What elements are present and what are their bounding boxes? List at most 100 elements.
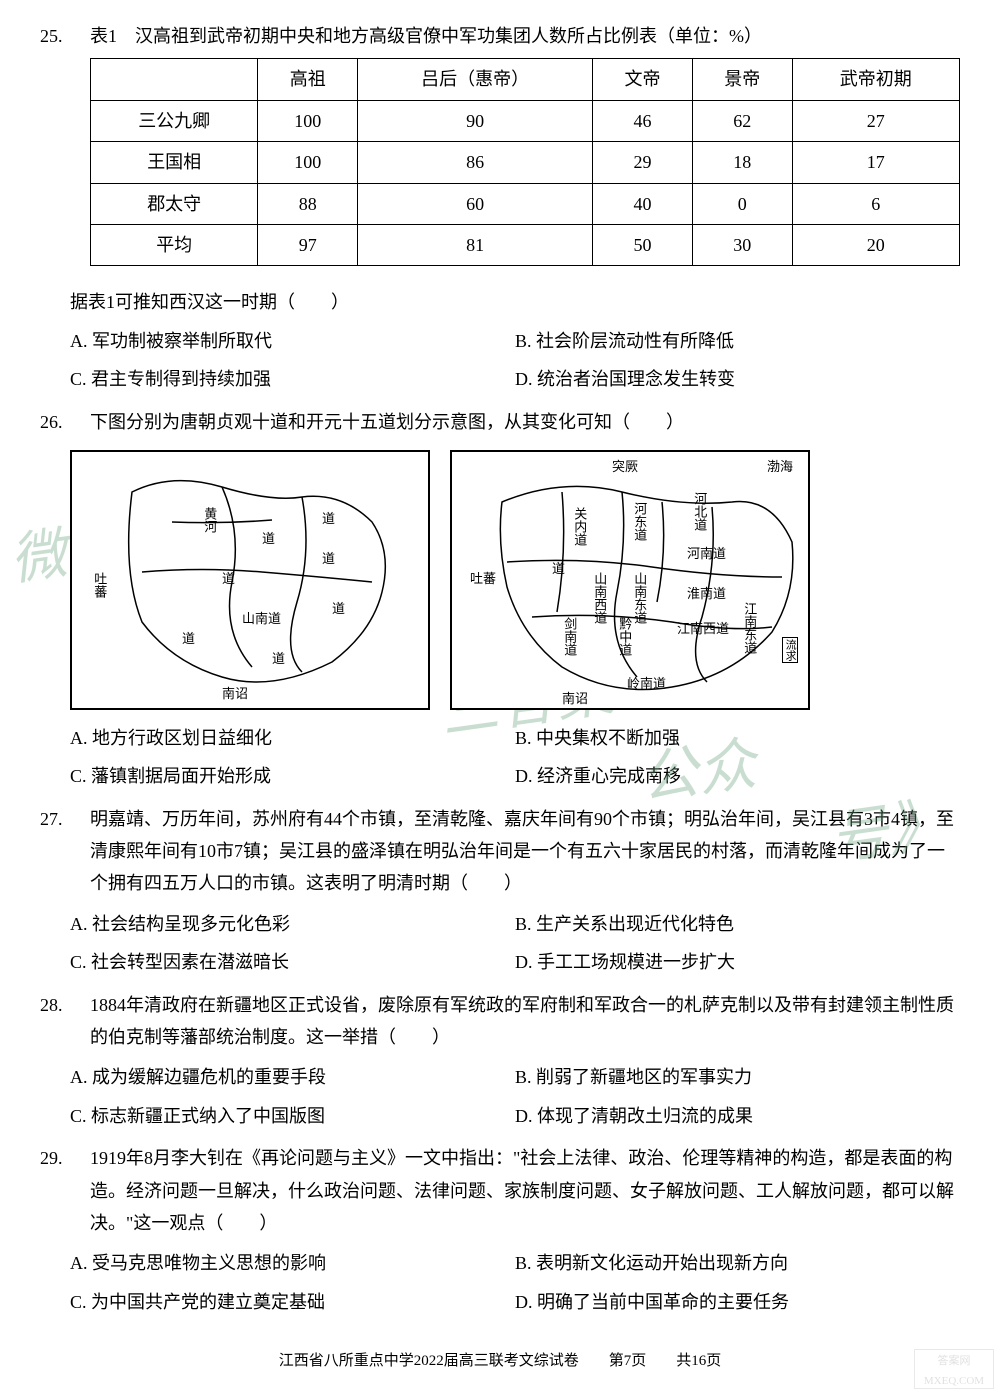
table-cell: 100: [258, 100, 358, 141]
question-stem: 1884年清政府在新疆地区正式设省，废除原有军统政的军府制和军政合一的札萨克制以…: [90, 989, 960, 1054]
option-d: D. 统治者治国理念发生转变: [515, 363, 960, 395]
question-stem: 据表1可推知西汉这一时期（ ）: [70, 286, 960, 318]
table-cell: 王国相: [91, 142, 258, 183]
table-row: 平均 97 81 50 30 20: [91, 224, 960, 265]
table-cell: 17: [792, 142, 959, 183]
option-c: C. 社会转型因素在潜滋暗长: [70, 946, 515, 978]
map-label: 山南西道: [592, 572, 606, 624]
table-cell: 三公九卿: [91, 100, 258, 141]
option-b: B. 中央集权不断加强: [515, 722, 960, 754]
option-c: C. 为中国共产党的建立奠定基础: [70, 1286, 515, 1318]
table-cell: 29: [593, 142, 693, 183]
map-label: 南诏: [562, 692, 588, 706]
option-d: D. 明确了当前中国革命的主要任务: [515, 1286, 960, 1318]
map-zhenguan: 吐蕃 黄河 道 道 山南道 道 道 道 南诏 道 道: [70, 450, 430, 710]
table-cell: 88: [258, 183, 358, 224]
question-stem: 明嘉靖、万历年间，苏州府有44个市镇，至清乾隆、嘉庆年间有90个市镇；明弘治年间…: [90, 803, 960, 900]
table-row: 高祖 吕后（惠帝） 文帝 景帝 武帝初期: [91, 59, 960, 100]
option-a: A. 成为缓解边疆危机的重要手段: [70, 1061, 515, 1093]
table-cell: 81: [358, 224, 593, 265]
option-c: C. 君主专制得到持续加强: [70, 363, 515, 395]
map-label: 黔中道: [617, 617, 631, 656]
table-cell: 40: [593, 183, 693, 224]
table-cell: 50: [593, 224, 693, 265]
map-kaiyuan: 突厥 河北道 关内道 河东道 道 河南道 山南东道 山南西道 淮南道 剑南道 黔…: [450, 450, 810, 710]
map-label: 江南东道: [742, 602, 756, 654]
question-number: 26.: [40, 406, 90, 438]
map-label: 河北道: [692, 492, 706, 531]
table-cell: 18: [692, 142, 792, 183]
table-cell: 62: [692, 100, 792, 141]
option-b: B. 生产关系出现近代化特色: [515, 908, 960, 940]
map-label: 渤海: [767, 460, 793, 474]
question-number: 29.: [40, 1142, 90, 1239]
table-cell: 30: [692, 224, 792, 265]
table-row: 三公九卿 100 90 46 62 27: [91, 100, 960, 141]
map-label: 道: [222, 572, 235, 586]
table-header: 高祖: [258, 59, 358, 100]
table-header: 武帝初期: [792, 59, 959, 100]
map-label: 突厥: [612, 460, 638, 474]
option-b: B. 表明新文化运动开始出现新方向: [515, 1247, 960, 1279]
map-label: 山南东道: [632, 572, 646, 624]
table-cell: 平均: [91, 224, 258, 265]
question-number: 25.: [40, 20, 90, 278]
question-28: 28. 1884年清政府在新疆地区正式设省，废除原有军统政的军府制和军政合一的札…: [40, 989, 960, 1054]
map-label: 流求: [782, 637, 798, 663]
map-label: 道: [332, 602, 345, 616]
page-footer: 江西省八所重点中学2022届高三联考文综试卷 第7页 共16页: [40, 1348, 960, 1375]
option-b: B. 社会阶层流动性有所降低: [515, 325, 960, 357]
map-label: 道: [322, 552, 335, 566]
map-label: 山南道: [242, 612, 281, 626]
question-stem: 下图分别为唐朝贞观十道和开元十五道划分示意图，从其变化可知（ ）: [90, 406, 960, 438]
map-label: 河南道: [687, 547, 726, 561]
map-label: 江南西道: [677, 622, 729, 636]
option-a: A. 军功制被察举制所取代: [70, 325, 515, 357]
table-cell: 20: [792, 224, 959, 265]
table-header: [91, 59, 258, 100]
question-27: 27. 明嘉靖、万历年间，苏州府有44个市镇，至清乾隆、嘉庆年间有90个市镇；明…: [40, 803, 960, 900]
map-label: 道: [262, 532, 275, 546]
option-b: B. 削弱了新疆地区的军事实力: [515, 1061, 960, 1093]
table-header: 景帝: [692, 59, 792, 100]
option-c: C. 藩镇割据局面开始形成: [70, 760, 515, 792]
map-label: 河东道: [632, 502, 646, 541]
map-label: 吐蕃: [92, 572, 106, 598]
map-label: 关内道: [572, 507, 586, 546]
table-cell: 0: [692, 183, 792, 224]
question-number: 28.: [40, 989, 90, 1054]
table-title: 表1 汉高祖到武帝初期中央和地方高级官僚中军功集团人数所占比例表（单位：%）: [90, 20, 960, 52]
table-cell: 郡太守: [91, 183, 258, 224]
question-stem: 1919年8月李大钊在《再论问题与主义》一文中指出："社会上法律、政治、伦理等精…: [90, 1142, 960, 1239]
map-label: 道: [182, 632, 195, 646]
option-c: C. 标志新疆正式纳入了中国版图: [70, 1100, 515, 1132]
map-label: 黄河: [202, 507, 216, 533]
table-header: 吕后（惠帝）: [358, 59, 593, 100]
question-number: 27.: [40, 803, 90, 900]
option-a: A. 地方行政区划日益细化: [70, 722, 515, 754]
table-row: 郡太守 88 60 40 0 6: [91, 183, 960, 224]
option-d: D. 经济重心完成南移: [515, 760, 960, 792]
table-cell: 90: [358, 100, 593, 141]
option-d: D. 体现了清朝改土归流的成果: [515, 1100, 960, 1132]
question-29: 29. 1919年8月李大钊在《再论问题与主义》一文中指出："社会上法律、政治、…: [40, 1142, 960, 1239]
option-a: A. 社会结构呈现多元化色彩: [70, 908, 515, 940]
table-cell: 97: [258, 224, 358, 265]
map-label: 道: [272, 652, 285, 666]
map-label: 淮南道: [687, 587, 726, 601]
map-label: 道: [552, 562, 565, 576]
table-cell: 6: [792, 183, 959, 224]
map-label: 剑南道: [562, 617, 576, 656]
corner-watermark: 答案网 MXEQ.COM: [914, 1349, 994, 1389]
table-cell: 27: [792, 100, 959, 141]
option-d: D. 手工工场规模进一步扩大: [515, 946, 960, 978]
table-cell: 46: [593, 100, 693, 141]
table-cell: 86: [358, 142, 593, 183]
table-cell: 100: [258, 142, 358, 183]
map-label: 吐蕃: [470, 572, 496, 586]
proportion-table: 高祖 吕后（惠帝） 文帝 景帝 武帝初期 三公九卿 100 90 46 62 2…: [90, 58, 960, 266]
map-label: 岭南道: [627, 677, 666, 691]
table-cell: 60: [358, 183, 593, 224]
map-figures: 吐蕃 黄河 道 道 山南道 道 道 道 南诏 道 道 突厥 河北道 关内道 河东…: [70, 450, 960, 710]
question-25: 25. 表1 汉高祖到武帝初期中央和地方高级官僚中军功集团人数所占比例表（单位：…: [40, 20, 960, 278]
